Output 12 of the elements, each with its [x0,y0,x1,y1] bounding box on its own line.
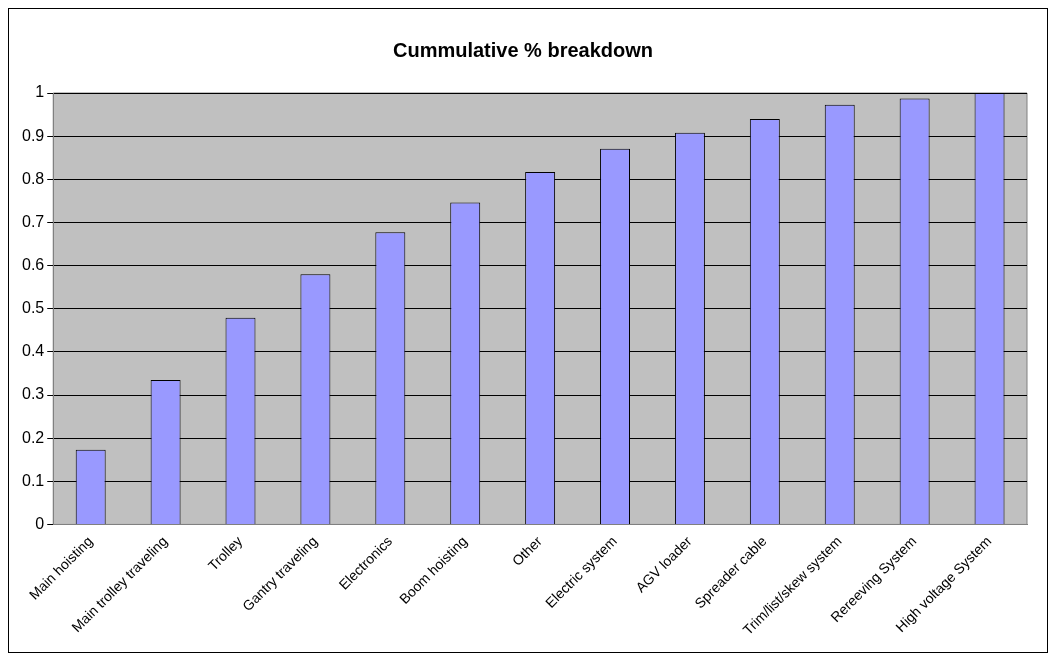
y-tick-label: 0.9 [21,126,45,144]
y-tick-label: 1 [35,83,45,101]
y-tick-label: 0.6 [21,255,45,273]
y-tick-label: 0.5 [21,299,45,317]
y-tick-label: 0.1 [21,471,45,489]
y-tick-label: 0.2 [21,428,45,446]
y-tick-label: 0.3 [21,385,45,403]
y-tick-label: 0.4 [21,342,45,360]
y-tick-label: 0 [35,514,45,532]
y-tick-label: 0.7 [21,212,45,230]
y-tick-label: 0.8 [21,169,45,187]
chart-title: Cummulative % breakdown [392,38,654,61]
